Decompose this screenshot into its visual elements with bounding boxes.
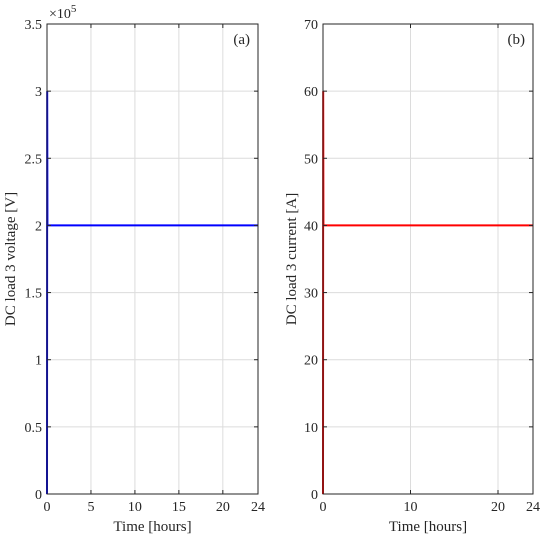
y-tick-label: 50 xyxy=(304,152,318,167)
y-exponent-label: ×105 xyxy=(49,3,77,22)
x-tick-label: 24 xyxy=(251,500,265,515)
plot-frame xyxy=(322,23,534,495)
x-axis-label: Time [hours] xyxy=(113,519,191,535)
y-tick-label: 3 xyxy=(35,85,42,100)
y-tick-label: 3.5 xyxy=(25,18,43,33)
panel-label: (b) xyxy=(508,32,526,48)
x-tick-label: 20 xyxy=(491,500,505,515)
y-tick-label: 20 xyxy=(304,354,318,369)
chart-panel-b: 0 10 20 24 0 10 20 30 40 50 60 70 (b) Time [hours] DC … xyxy=(284,18,540,535)
y-tick-label: 0 xyxy=(35,488,42,503)
y-tick-label: 0.5 xyxy=(25,421,43,436)
x-tick-label: 0 xyxy=(44,500,51,515)
y-axis-label: DC load 3 current [A] xyxy=(284,193,300,325)
x-tick-label: 0 xyxy=(320,500,327,515)
y-tick-label: 0 xyxy=(311,488,318,503)
y-tick-label: 70 xyxy=(304,18,318,33)
x-tick-label: 20 xyxy=(216,500,230,515)
panel-label: (a) xyxy=(233,32,250,48)
x-tick-label: 24 xyxy=(526,500,540,515)
y-tick-label: 2 xyxy=(35,219,42,234)
y-tick-label: 1 xyxy=(35,354,42,369)
y-tick-label: 2.5 xyxy=(25,152,43,167)
y-tick-label: 10 xyxy=(304,421,318,436)
x-axis-label: Time [hours] xyxy=(389,519,467,535)
chart-panel-a: 0 5 10 15 20 24 0 0.5 1 1.5 2 2.5 3 3.5 ×105 (a) Time [h… xyxy=(3,3,265,535)
x-tick-label: 10 xyxy=(128,500,142,515)
x-tick-label: 5 xyxy=(87,500,94,515)
y-tick-label: 30 xyxy=(304,287,318,302)
x-tick-label: 15 xyxy=(172,500,186,515)
y-tick-label: 60 xyxy=(304,85,318,100)
y-axis-label: DC load 3 voltage [V] xyxy=(3,192,19,326)
y-tick-label: 1.5 xyxy=(25,287,43,302)
plot-frame xyxy=(46,23,259,495)
y-tick-label: 40 xyxy=(304,219,318,234)
y-exponent-power: 5 xyxy=(71,3,77,15)
x-tick-label: 10 xyxy=(404,500,418,515)
